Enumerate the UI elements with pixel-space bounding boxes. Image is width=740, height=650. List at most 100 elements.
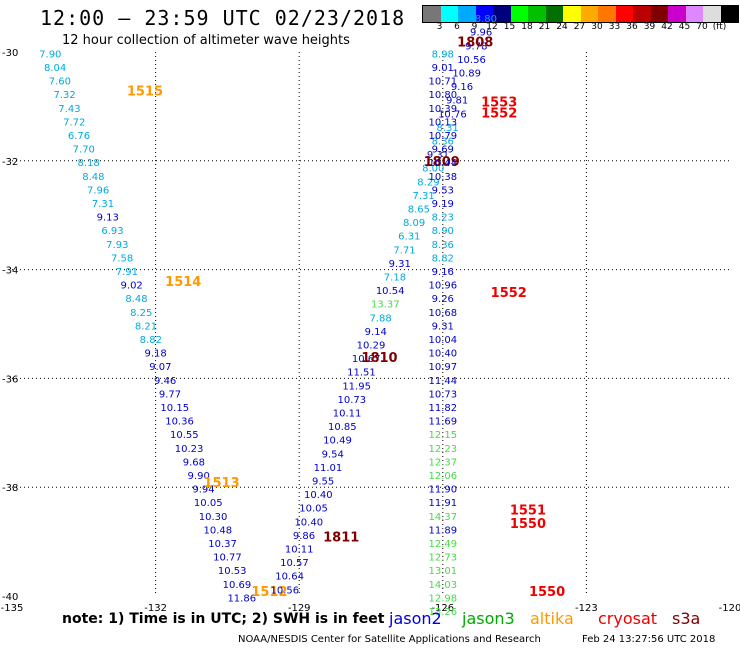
satellite-name-altika: altika: [530, 609, 574, 628]
wave-height-value: 8.36: [432, 240, 454, 251]
wave-height-value: 14.03: [428, 580, 457, 591]
wave-height-value: 10.40: [294, 517, 323, 528]
wave-height-value: 13.01: [428, 566, 457, 577]
wave-height-value: 10.73: [338, 395, 367, 406]
pass-time-label: 1810: [361, 351, 397, 366]
wave-height-value: 8.82: [432, 253, 454, 264]
wave-height-value: 7.43: [58, 104, 80, 115]
wave-height-value: 8.18: [77, 158, 99, 169]
wave-height-value: 6.76: [68, 131, 90, 142]
pass-time-label: 1512: [251, 585, 287, 600]
wave-height-value: 12.23: [428, 444, 457, 455]
wave-height-value: 7.96: [87, 185, 109, 196]
wave-height-value: 9.02: [121, 281, 143, 292]
wave-height-value: 9.46: [154, 376, 176, 387]
wave-height-value: 7.18: [384, 272, 406, 283]
legend-swatch: [650, 6, 668, 22]
wave-height-value: 10.04: [428, 335, 457, 346]
wave-height-value: 8.31: [436, 123, 458, 134]
wave-height-value: 11.69: [428, 417, 457, 428]
wave-height-value: 10.23: [175, 444, 204, 455]
wave-height-value: 8.48: [125, 294, 147, 305]
wave-height-value: 8.09: [403, 218, 425, 229]
pass-time-label: 1809: [424, 155, 460, 170]
wave-height-value: 9.81: [446, 96, 468, 107]
pass-time-label: 1552: [491, 286, 527, 301]
wave-height-value: 12.98: [428, 593, 457, 604]
wave-height-value: 10.39: [428, 104, 457, 115]
wave-height-value: 10.38: [428, 172, 457, 183]
legend-swatch: [528, 6, 546, 22]
wave-height-value: 8.90: [432, 226, 454, 237]
legend-swatch: [423, 6, 441, 22]
wave-height-value: 8.82: [140, 335, 162, 346]
x-tick-label: -132: [144, 603, 167, 614]
wave-height-value: 8.23: [432, 213, 454, 224]
legend-label: 12: [486, 22, 498, 32]
generated-timestamp: Feb 24 13:27:56 UTC 2018: [582, 634, 716, 645]
legend-label: 33: [608, 22, 621, 32]
wave-height-value: 10.80: [428, 90, 457, 101]
wave-height-value: 10.11: [285, 544, 314, 555]
legend-swatch: [440, 6, 458, 22]
legend-label: 3: [436, 22, 443, 32]
wave-height-value: 8.48: [82, 172, 104, 183]
wave-height-value: 9.07: [149, 362, 171, 373]
legend-label: 45: [678, 22, 691, 32]
wave-height-value: 8.36: [432, 136, 454, 147]
wave-height-value: 10.15: [160, 403, 189, 414]
wave-height-value: 8.98: [432, 49, 454, 60]
legend-label: 36: [626, 22, 638, 32]
wave-height-value: 8.00: [422, 164, 444, 175]
wave-height-value: 7.60: [49, 77, 71, 88]
wave-height-value: 10.37: [208, 539, 237, 550]
wave-height-value: 7.31: [413, 191, 435, 202]
legend-label: 42: [661, 22, 673, 32]
wave-height-value: 10.55: [170, 430, 199, 441]
wave-height-value: 10.57: [280, 558, 309, 569]
pass-time-label: 1514: [165, 275, 201, 290]
wave-height-value: 12.15: [428, 430, 457, 441]
wave-height-value: 9.54: [322, 449, 344, 460]
wave-height-value: 9.94: [192, 485, 214, 496]
y-tick-label: -32: [2, 157, 18, 168]
legend-label: 70: [696, 22, 708, 32]
wave-height-value: 12.49: [428, 539, 457, 550]
legend-swatch: [493, 6, 511, 22]
pass-time-label: 1808: [457, 36, 493, 51]
wave-height-value: 10.53: [218, 566, 247, 577]
pass-time-label: 1550: [510, 517, 546, 532]
satellite-name-cryosat: cryosat: [598, 609, 658, 628]
wave-height-value: 10.64: [275, 572, 304, 583]
wave-height-value: 9.18: [144, 349, 166, 360]
chart-title: 12:00 – 23:59 UTC 02/23/2018: [40, 6, 406, 30]
legend-label: 30: [591, 22, 603, 32]
wave-height-value: 11.89: [428, 525, 457, 536]
wave-height-value: 9.68: [183, 457, 205, 468]
wave-height-value: 10.77: [213, 553, 242, 564]
y-tick-label: -36: [2, 374, 18, 385]
wave-height-value: 8.25: [130, 308, 152, 319]
pass-time-label: 1550: [529, 585, 565, 600]
wave-height-value: 10.89: [452, 68, 481, 79]
legend-swatch: [475, 6, 493, 22]
wave-height-value: 9.53: [432, 185, 454, 196]
wave-height-value: 10.67: [352, 354, 381, 365]
satellite-name-jason2: jason2: [389, 609, 442, 628]
wave-height-value: 11.95: [342, 381, 371, 392]
legend-label: (ft): [712, 22, 727, 32]
footnote: note: 1) Time is in UTC; 2) SWH is in fe…: [62, 611, 385, 627]
wave-height-value: 7.72: [63, 117, 85, 128]
wave-height-value: 11.86: [227, 593, 256, 604]
legend-swatch: [580, 6, 598, 22]
wave-height-value: 7.32: [54, 90, 76, 101]
wave-height-value: 9.19: [432, 199, 454, 210]
wave-height-value: 11.01: [314, 463, 343, 474]
wave-height-value: 7.90: [39, 49, 61, 60]
legend-label: 15: [503, 22, 516, 32]
legend-label: 24: [556, 22, 568, 32]
wave-height-value: 7.93: [106, 240, 128, 251]
wave-height-value: 10.69: [223, 580, 252, 591]
x-tick-label: -126: [431, 603, 454, 614]
